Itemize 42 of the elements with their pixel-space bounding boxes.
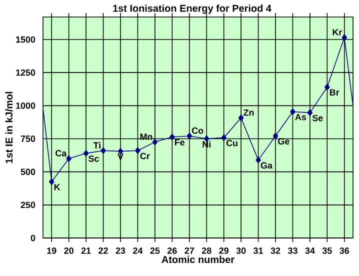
x-tick-label: 30 [236,248,246,254]
annotation: Ca [56,150,67,156]
x-tick-label: 20 [64,248,74,254]
x-tick-label: 35 [322,248,332,254]
x-tick-label: 23 [116,248,126,254]
x-tick-label: 32 [270,248,280,254]
x-tick-label: 21 [81,248,91,254]
x-tick-label: 31 [253,248,264,254]
x-axis-title: Atomic number [162,256,234,264]
x-tick-label: 26 [167,248,177,254]
annotation: Ti [93,142,100,148]
x-tick-label: 28 [202,248,212,254]
x-tick-label: 27 [184,248,194,254]
x-tick-label: 19 [47,248,56,254]
x-tick-label: 25 [150,248,160,254]
annotation: K [54,184,60,190]
y-tick-label: 500 [20,168,36,176]
x-tick-label: 29 [219,248,228,254]
chart-title: 1st Ionisation Energy for Period 4 [113,4,272,14]
y-tick-label: 0 [30,234,36,242]
x-tick-label: 24 [133,248,143,254]
annotation: Se [312,114,323,122]
x-tick-label: 22 [98,248,108,254]
y-axis-title: 1st IE in kJ/mol [5,92,13,164]
annotation: As [295,114,306,120]
annotation: Fe [174,139,185,146]
annotation: Co [192,127,204,134]
annotation: Cu [226,140,238,146]
x-tick-label: 36 [340,248,350,254]
annotation: Ga [260,162,272,169]
y-tick-label: 1000 [16,102,36,109]
annotation: Cr [140,152,150,160]
x-tick-label: 34 [305,248,315,254]
y-tick-label: 250 [20,202,36,208]
annotation: Zn [244,109,254,116]
x-tick-label: 33 [288,248,298,254]
y-tick-label: 750 [20,136,36,142]
y-tick-label: 1500 [16,36,36,43]
annotation: Br [330,89,340,96]
annotation: Sc [88,156,99,162]
annotation: Kr [332,29,342,36]
y-tick-label: 1250 [16,69,36,76]
